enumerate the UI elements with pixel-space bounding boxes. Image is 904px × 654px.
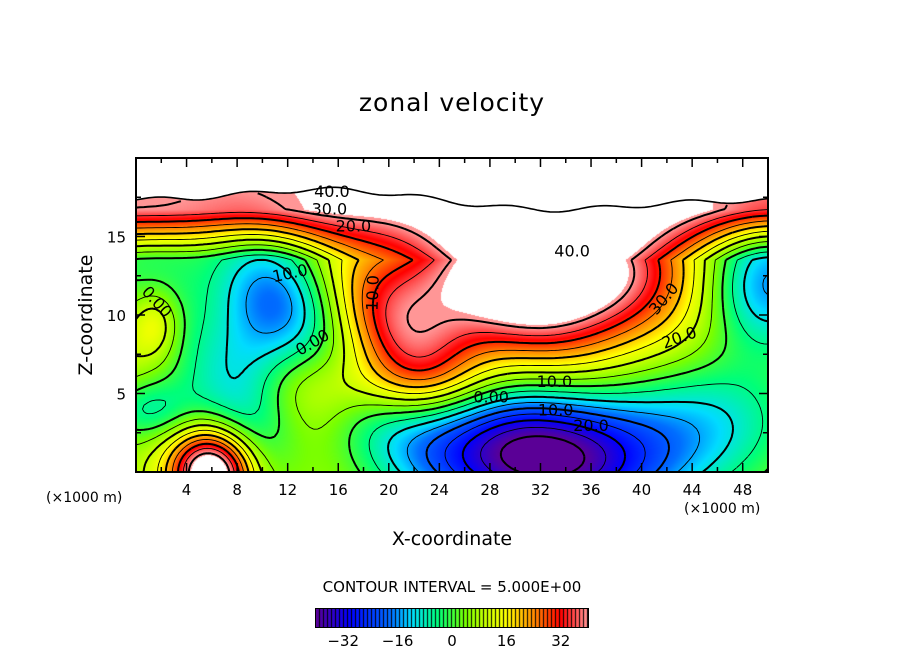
contour-line-5 <box>135 241 769 473</box>
x-tick-label: 16 <box>329 481 348 499</box>
x-tick-label: 32 <box>531 481 550 499</box>
contour-label: 0.00 <box>473 388 509 407</box>
colorbar-tick-label: −16 <box>382 632 414 650</box>
x-tick-label: 12 <box>278 481 297 499</box>
contour-line-0 <box>135 245 769 473</box>
contour-label: 10.0 <box>538 400 574 419</box>
contour-label: 30.0 <box>645 279 682 319</box>
x-tick-label: 40 <box>632 481 651 499</box>
data-top-boundary <box>135 186 769 213</box>
contour-line-10 <box>135 235 769 473</box>
x-tick-label: 20 <box>379 481 398 499</box>
contour-line-15 <box>135 230 769 473</box>
contour-interval-label: CONTOUR INTERVAL = 5.000E+00 <box>322 578 582 596</box>
plot-frame <box>135 157 769 473</box>
contour-line--30 <box>461 419 627 473</box>
contour-line--40 <box>499 435 586 473</box>
contour-label: 40.0 <box>314 182 350 201</box>
contour-label: 10.0 <box>363 275 383 311</box>
contour-line--20 <box>425 407 670 473</box>
filled-contour-field <box>136 158 768 472</box>
contour-label: 0.00 <box>292 325 332 359</box>
colorbar-tick-label: 32 <box>551 632 570 650</box>
contour-line-30 <box>135 214 769 473</box>
x-axis-unit: (×1000 m) <box>684 501 761 517</box>
chart-title: zonal velocity <box>358 88 546 117</box>
contour-line--10 <box>225 256 769 473</box>
colorbar-tick-label: 16 <box>497 632 516 650</box>
x-tick-label: 48 <box>733 481 752 499</box>
contour-line--25 <box>444 413 646 473</box>
contour-label: 40.0 <box>554 242 590 261</box>
contour-label: 20.0 <box>659 323 699 353</box>
colorbar-tick-label: −32 <box>327 632 359 650</box>
y-tick-label: 10 <box>107 307 126 325</box>
x-tick-label: 36 <box>581 481 600 499</box>
y-tick-label: 15 <box>107 229 126 247</box>
contour-line--5 <box>142 251 769 473</box>
x-tick-label: 4 <box>182 481 192 499</box>
y-axis-unit: (×1000 m) <box>46 490 123 506</box>
contour-line--15 <box>245 274 769 473</box>
x-tick-label: 8 <box>232 481 242 499</box>
colorbar-tick-label: 0 <box>447 632 457 650</box>
contour-label: 20.0 <box>573 416 609 435</box>
contour-label: 30.0 <box>312 199 348 218</box>
contour-line-40 <box>135 192 728 473</box>
contour-line-20 <box>135 225 769 473</box>
y-tick-label: 5 <box>116 386 126 404</box>
x-tick-label: 44 <box>683 481 702 499</box>
contour-label: 20.0 <box>336 217 372 236</box>
x-tick-label: 28 <box>480 481 499 499</box>
x-tick-label: 24 <box>430 481 449 499</box>
colorbar <box>316 609 588 627</box>
contour-line-25 <box>135 220 769 473</box>
x-axis-label: X-coordinate <box>391 528 513 550</box>
contour-label: 10.0 <box>537 372 573 391</box>
